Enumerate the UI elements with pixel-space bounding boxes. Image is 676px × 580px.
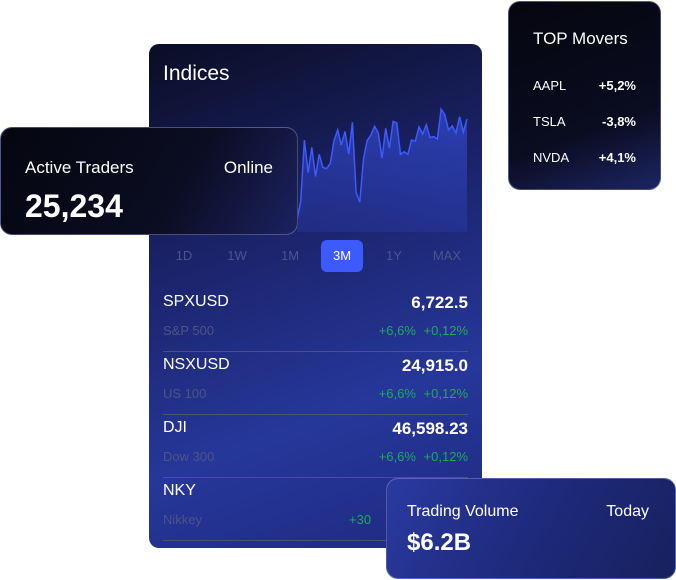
index-change: +6,6% +0,12% [379,323,468,338]
index-change: +6,6% +0,12% [379,386,468,401]
indices-title: Indices [163,62,230,85]
mover-symbol: AAPL [533,78,567,93]
active-traders-card: Active Traders Online 25,234 [0,127,298,235]
change-percent: +0,12% [423,386,468,401]
trading-volume-label: Trading Volume [407,503,519,520]
mover-change: -3,8% [602,114,636,129]
index-row[interactable]: NKY Nikkey +30 [163,478,468,541]
sparkline-area [297,109,467,232]
trading-volume-card: Trading Volume Today $6.2B [386,478,676,579]
tab-1d[interactable]: 1D [175,248,193,263]
mover-item[interactable]: NVDA +4,1% [533,150,636,165]
index-symbol: NSXUSD [163,356,230,373]
trading-volume-value: $6.2B [407,529,472,556]
index-change: +30 [349,512,371,527]
index-change: +6,6% +0,12% [379,449,468,464]
tab-3m[interactable]: 3M [321,240,363,272]
index-name: Dow 300 [163,449,215,464]
index-name: S&P 500 [163,323,215,338]
volume-period: Today [606,503,649,520]
active-traders-label: Active Traders [25,158,134,177]
change-value: +6,6% [378,449,416,464]
change-percent: +0,12% [423,449,468,464]
change-value: +6,6% [378,386,416,401]
index-symbol: NKY [163,482,196,499]
period-tabs: 1D 1W 1M 3M 1Y MAX [149,240,482,272]
change-value: +30 [349,512,372,527]
top-movers-card: TOP Movers AAPL +5,2% TSLA -3,8% NVDA +4,1% [508,1,661,190]
index-row[interactable]: SPXUSD 6,722.5 S&P 500 +6,6% +0,12% [163,289,468,352]
tab-1m[interactable]: 1M [280,248,300,263]
index-price: 24,915.0 [401,356,468,375]
change-value: +6,6% [378,323,416,338]
indices-sparkline-chart [296,107,468,232]
top-movers-title: TOP Movers [533,29,628,48]
tab-1w[interactable]: 1W [227,248,247,263]
sparkline-line [296,107,468,220]
index-row[interactable]: NSXUSD 24,915.0 US 100 +6,6% +0,12% [163,352,468,415]
mover-item[interactable]: TSLA -3,8% [533,114,636,129]
index-price: 46,598.23 [392,419,468,438]
mover-item[interactable]: AAPL +5,2% [533,78,636,93]
mover-change: +4,1% [598,150,636,165]
change-percent: +0,12% [423,323,468,338]
tab-max[interactable]: MAX [432,248,462,263]
mover-symbol: TSLA [533,114,566,129]
active-traders-value: 25,234 [25,188,123,224]
indices-card: Indices 1D 1W 1M 3M 1Y MAX SPXUSD 6,722.… [149,44,482,548]
index-symbol: DJI [163,419,187,436]
tab-1y[interactable]: 1Y [386,248,402,263]
mover-symbol: NVDA [533,150,570,165]
index-name: Nikkey [163,512,203,527]
index-row[interactable]: DJI 46,598.23 Dow 300 +6,6% +0,12% [163,415,468,478]
index-name: US 100 [163,386,207,401]
index-symbol: SPXUSD [163,293,229,310]
online-status: Online [223,158,273,177]
index-price: 6,722.5 [411,293,468,312]
mover-change: +5,2% [598,78,636,93]
